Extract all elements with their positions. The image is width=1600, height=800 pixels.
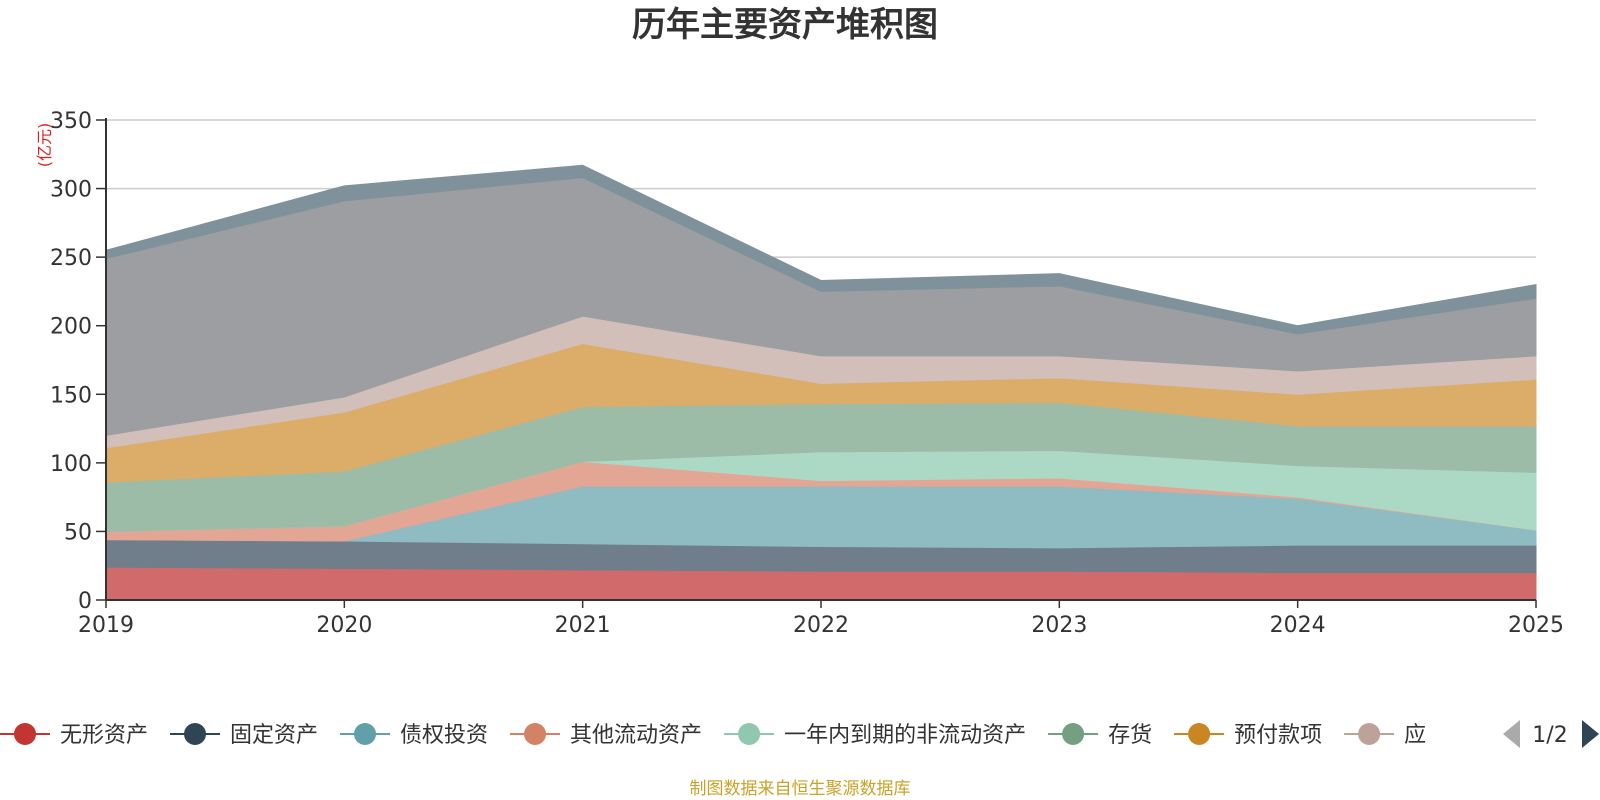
legend-item[interactable]: 预付款项 <box>1174 723 1322 748</box>
y-tick-label: 300 <box>50 178 92 203</box>
legend-circle-marker <box>14 723 36 745</box>
y-tick-label: 100 <box>50 452 92 477</box>
axes: 0 50 100 150 200 250 300 350 2019 2020 2021 2022 202… <box>50 109 1564 638</box>
legend-page-indicator: 1/2 <box>1532 723 1567 748</box>
x-tick-label: 2021 <box>555 613 611 638</box>
legend-item[interactable]: 应 <box>1344 723 1426 748</box>
legend-prev-page-icon[interactable] <box>1503 720 1520 748</box>
legend-circle-marker <box>524 723 547 745</box>
x-tick-label: 2020 <box>316 613 372 638</box>
x-tick-label: 2025 <box>1508 613 1564 638</box>
legend-overflow-mask <box>1470 705 1600 765</box>
stacked-areas <box>105 164 1537 601</box>
legend: 无形资产 固定资产 债权投资 其他流动资产 一年内到期的非流动资产 存货 预付款项 应 1/2 <box>0 705 1600 765</box>
y-axis-unit: (亿元) <box>35 123 54 168</box>
y-tick-label: 0 <box>78 589 92 614</box>
x-tick-label: 2019 <box>78 613 134 638</box>
y-tick-label: 200 <box>50 315 92 340</box>
legend-circle-marker <box>184 723 207 745</box>
y-tick-label: 250 <box>50 246 92 271</box>
legend-next-page-icon[interactable] <box>1582 720 1599 748</box>
area-series-其他 <box>105 164 1537 335</box>
legend-label: 无形资产 <box>60 723 148 748</box>
legend-label: 一年内到期的非流动资产 <box>784 723 1026 748</box>
legend-circle-marker <box>1062 723 1085 745</box>
legend-label: 固定资产 <box>230 723 318 748</box>
legend-circle-marker <box>354 723 377 745</box>
data-source-note: 制图数据来自恒生聚源数据库 <box>690 779 911 799</box>
legend-item[interactable]: 一年内到期的非流动资产 <box>724 723 1026 748</box>
legend-circle-marker <box>1358 723 1381 745</box>
y-tick-label: 150 <box>50 383 92 408</box>
legend-item[interactable]: 存货 <box>1048 723 1152 748</box>
chart-title: 历年主要资产堆积图 <box>632 5 938 45</box>
legend-label: 其他流动资产 <box>570 723 702 748</box>
legend-label: 存货 <box>1108 723 1152 748</box>
x-tick-label: 2024 <box>1270 613 1326 638</box>
legend-item[interactable]: 债权投资 <box>340 723 488 748</box>
legend-label: 应 <box>1404 723 1426 748</box>
legend-item[interactable]: 无形资产 <box>0 723 148 748</box>
y-tick-label: 350 <box>50 109 92 134</box>
legend-label: 债权投资 <box>400 723 488 748</box>
legend-circle-marker <box>738 723 761 745</box>
legend-item[interactable]: 固定资产 <box>170 723 318 748</box>
legend-label: 预付款项 <box>1234 723 1322 748</box>
x-tick-label: 2022 <box>793 613 849 638</box>
legend-item[interactable]: 其他流动资产 <box>510 723 702 748</box>
x-tick-label: 2023 <box>1031 613 1087 638</box>
y-tick-label: 50 <box>64 520 92 545</box>
legend-circle-marker <box>1188 723 1211 745</box>
